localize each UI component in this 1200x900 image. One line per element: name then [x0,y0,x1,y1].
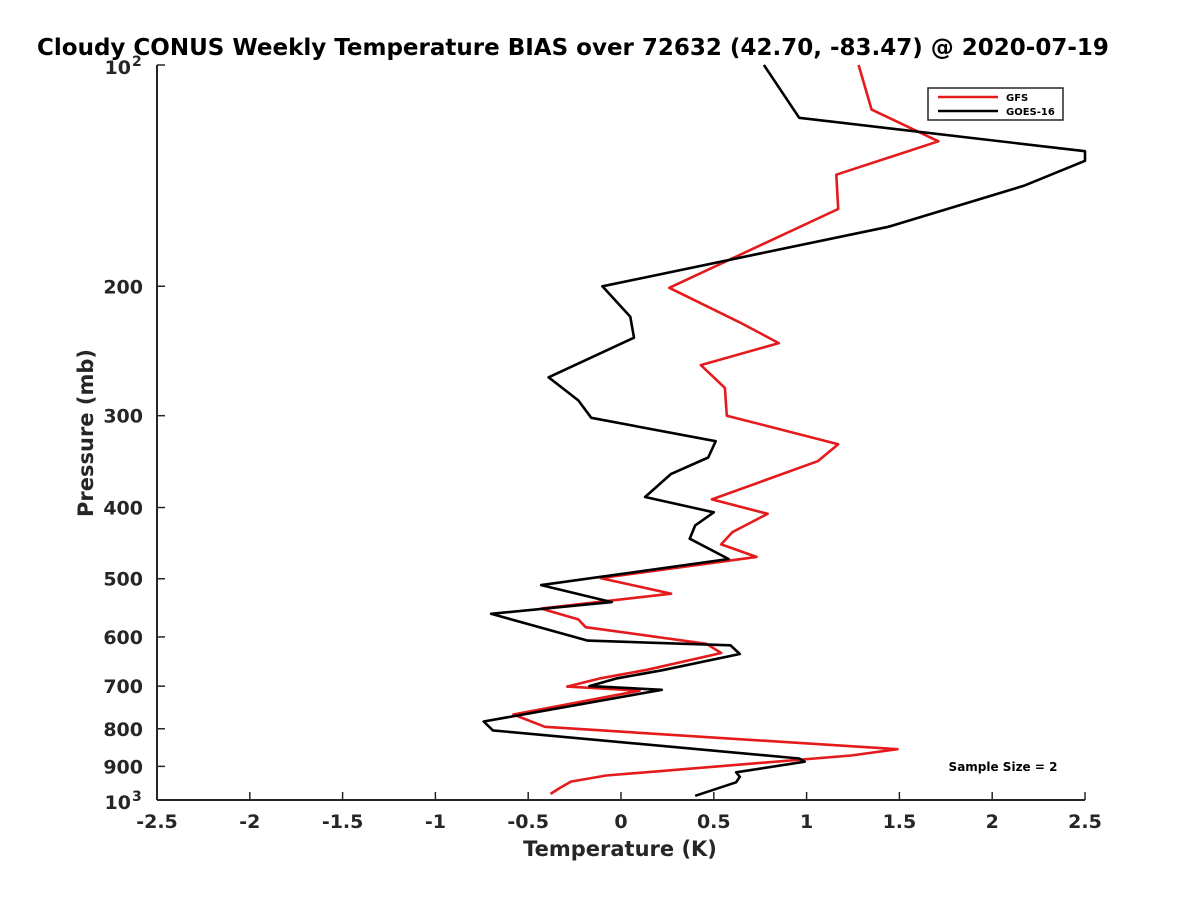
x-tick-label: -1 [425,811,446,833]
y-tick-label: 300 [103,406,143,428]
series-line-1 [512,64,940,795]
axes: -2.5 -2 -1.5 -1 -0.5 0 0.5 1 1.5 2 2.510 2200300400… [103,54,1102,833]
chart-title: Cloudy CONUS Weekly Temperature BIAS ove… [37,35,1109,61]
y-tick-label: 10 [105,792,131,814]
x-tick-label: 1.5 [883,811,917,833]
y-tick-exponent: 3 [132,789,142,805]
legend: GFS GOES-16 [927,87,1064,121]
y-tick-label: 700 [103,676,143,698]
y-tick-exponent: 2 [132,54,142,70]
sample-size-annotation: Sample Size = 2 [949,760,1058,774]
y-tick-label: 500 [103,569,143,591]
series-lines [482,64,1087,798]
x-axis-label: Temperature (K) [523,837,717,861]
y-tick-label: 800 [103,719,143,741]
x-tick-label: -2 [239,811,260,833]
legend-label-2: GOES-16 [1006,107,1055,118]
y-tick-label: 400 [103,498,143,520]
y-tick-label: 900 [103,756,143,778]
x-tick-label: 2.5 [1068,811,1102,833]
y-tick-label: 200 [103,276,143,298]
x-tick-label: 0 [614,811,627,833]
x-tick-label: 2 [986,811,999,833]
y-tick-label: 10 [105,57,131,79]
legend-label-1: GFS [1006,93,1028,104]
x-tick-label: -1.5 [322,811,364,833]
series-line-2 [482,64,1087,798]
x-tick-label: -2.5 [136,811,178,833]
y-axis-label: Pressure (mb) [74,349,98,517]
x-tick-label: 1 [800,811,813,833]
y-tick-label: 600 [103,627,143,649]
x-tick-label: 0.5 [697,811,731,833]
x-tick-label: -0.5 [507,811,549,833]
legend-box [927,87,1064,121]
